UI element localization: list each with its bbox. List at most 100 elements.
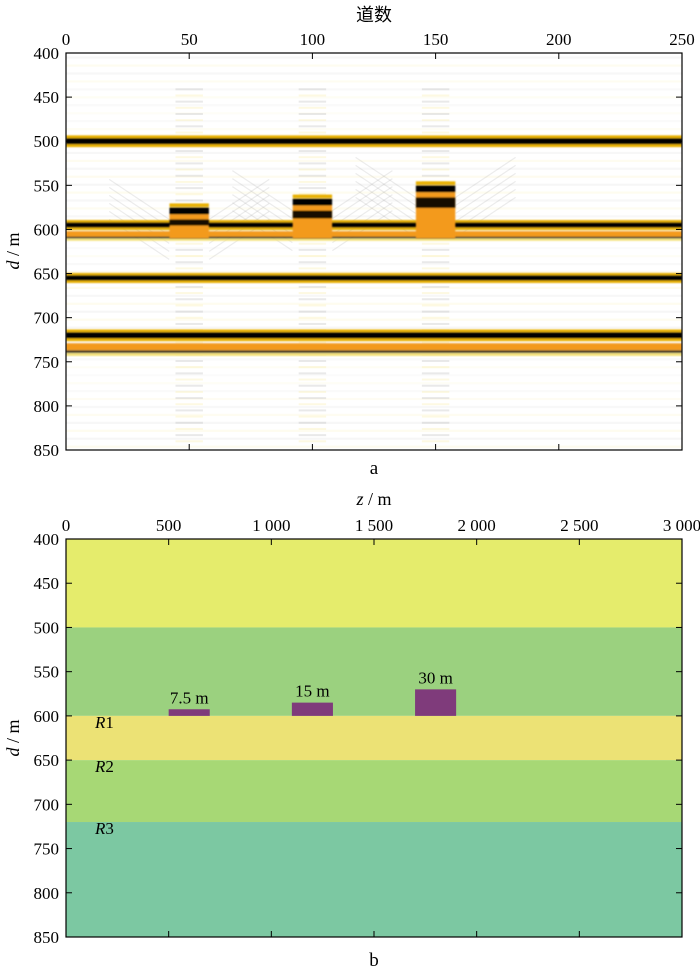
panel-a-label: a (370, 458, 379, 479)
panel-a-anomaly-noise (299, 428, 326, 430)
panel-a-anomaly-noise (175, 409, 202, 411)
panel-a-anomaly-noise (175, 360, 202, 362)
panel-a-anomaly-noise (175, 341, 202, 343)
panel-a-noise-stripe (66, 287, 682, 289)
panel-b-layer-label-index: 2 (105, 757, 114, 776)
panel-a-anomaly-noise (175, 440, 202, 442)
panel-a-noise-stripe (66, 160, 682, 162)
panel-a-reflector-side-lobe (66, 273, 682, 275)
panel-a-y-tick-label: 500 (34, 132, 60, 151)
panel-a-noise-stripe (66, 326, 682, 328)
panel-a-noise-stripe (66, 80, 682, 82)
panel-a-anomaly-noise (422, 107, 449, 109)
panel-a-noise-stripe (66, 398, 682, 400)
panel-a-anomaly-noise (175, 422, 202, 424)
panel-b-x-tick-label: 3 000 (663, 516, 700, 535)
panel-a-anomaly-noise (299, 385, 326, 387)
panel-a-reflector (66, 343, 682, 356)
panel-b-layer-label-index: 1 (105, 713, 114, 732)
panel-a-anomaly-noise (422, 440, 449, 442)
panel-a-noise-stripe (66, 255, 682, 257)
panel-a-anomaly-noise (175, 416, 202, 418)
panel-a-anomaly-noise (422, 132, 449, 134)
panel-a-y-axis-title: d / m (3, 232, 23, 269)
panel-a-anomaly-noise (422, 150, 449, 152)
panel-a-noise-stripe (66, 152, 682, 154)
panel-a-y-tick-label: 850 (34, 441, 60, 460)
panel-a-anomaly-noise (175, 169, 202, 171)
panel-b-layer (66, 539, 682, 627)
panel-a-anomaly-noise (299, 156, 326, 158)
panel-a-anomaly-noise (299, 416, 326, 418)
panel-a-noise-stripe (66, 215, 682, 217)
panel-a-anomaly-noise (299, 311, 326, 313)
panel-a-anomaly-noise (299, 422, 326, 424)
panel-a-anomaly-noise (299, 132, 326, 134)
panel-a-reflector-main-lobe (66, 275, 682, 280)
panel-a-anomaly-noise (175, 267, 202, 269)
panel-a-reflector (66, 220, 682, 230)
panel-a-anomaly-noise (175, 150, 202, 152)
panel-a-anomaly-noise (299, 181, 326, 183)
panel-b-block-label: 7.5 m (170, 688, 209, 707)
panel-a-anomaly-noise (422, 88, 449, 90)
panel-a-anomaly-noise (299, 379, 326, 381)
panel-b-y-tick-label: 700 (34, 795, 60, 814)
panel-a-anomaly-noise (422, 94, 449, 96)
panel-a-reflector-side-lobe (66, 281, 682, 283)
panel-b-block (415, 689, 456, 716)
panel-b-layer-label: R1 (94, 713, 114, 732)
panel-a-anomaly-noise (422, 119, 449, 121)
panel-b-y-tick-label: 400 (34, 530, 60, 549)
panel-b-layer (66, 760, 682, 822)
panel-a-reflector (66, 273, 682, 283)
panel-b-block-label: 15 m (295, 682, 329, 701)
panel-a-anomaly-noise (299, 267, 326, 269)
panel-a-anomaly-noise (175, 199, 202, 201)
panel-a-anomaly-top-reflection (416, 185, 455, 192)
panel-a-anomaly-noise (299, 360, 326, 362)
panel-a-anomaly-noise (175, 292, 202, 294)
panel-b-y-tick-label: 550 (34, 663, 60, 682)
panel-a-reflector-side-lobe (66, 237, 682, 239)
panel-a-noise-stripe (66, 438, 682, 440)
panel-a-anomaly-noise (299, 304, 326, 306)
panel-a-reflector-side-lobe (66, 338, 682, 341)
panel-a-anomaly-noise (175, 181, 202, 183)
panel-a-reflector-main-lobe (66, 138, 682, 144)
panel-a-y-axis-unit: / m (3, 232, 23, 260)
panel-a-anomaly-noise (299, 440, 326, 442)
panel-a-anomaly-noise (422, 416, 449, 418)
panel-b-y-axis-unit: / m (3, 719, 23, 747)
panel-a-anomaly-noise (175, 255, 202, 257)
panel-a-y-tick-label: 750 (34, 353, 60, 372)
panel-a-anomaly-noise (422, 267, 449, 269)
panel-a-anomaly-noise (175, 391, 202, 393)
panel-a-noise-stripe (66, 430, 682, 432)
panel-a-noise-stripe (66, 319, 682, 321)
panel-a-y-tick-label: 650 (34, 265, 60, 284)
panel-a-reflector-side-lobe (66, 144, 682, 147)
panel-a-noise-stripe (66, 382, 682, 384)
panel-a-anomaly-top-reflection (169, 207, 208, 214)
panel-b-layer-label-prefix: R (94, 819, 106, 838)
panel-a-anomaly-noise (299, 317, 326, 319)
panel-a-anomaly-noise (422, 243, 449, 245)
panel-a-anomaly-noise (422, 311, 449, 313)
panel-b-y-tick-label: 650 (34, 751, 60, 770)
panel-a-anomaly-noise (175, 156, 202, 158)
panel-a-anomaly-noise (175, 311, 202, 313)
panel-a-anomaly-noise (299, 366, 326, 368)
panel-a-reflector-main-lobe (66, 222, 682, 227)
panel-b-y-tick-label: 450 (34, 574, 60, 593)
panel-b-block-label: 30 m (418, 668, 452, 687)
panel-a-anomaly-top-lobe (416, 181, 455, 185)
panel-a-noise-stripe (66, 303, 682, 305)
panel-a-anomaly-noise (422, 434, 449, 436)
panel-a-anomaly-noise (299, 323, 326, 325)
panel-a-reflector (66, 231, 682, 241)
panel-a-anomaly-noise (422, 385, 449, 387)
